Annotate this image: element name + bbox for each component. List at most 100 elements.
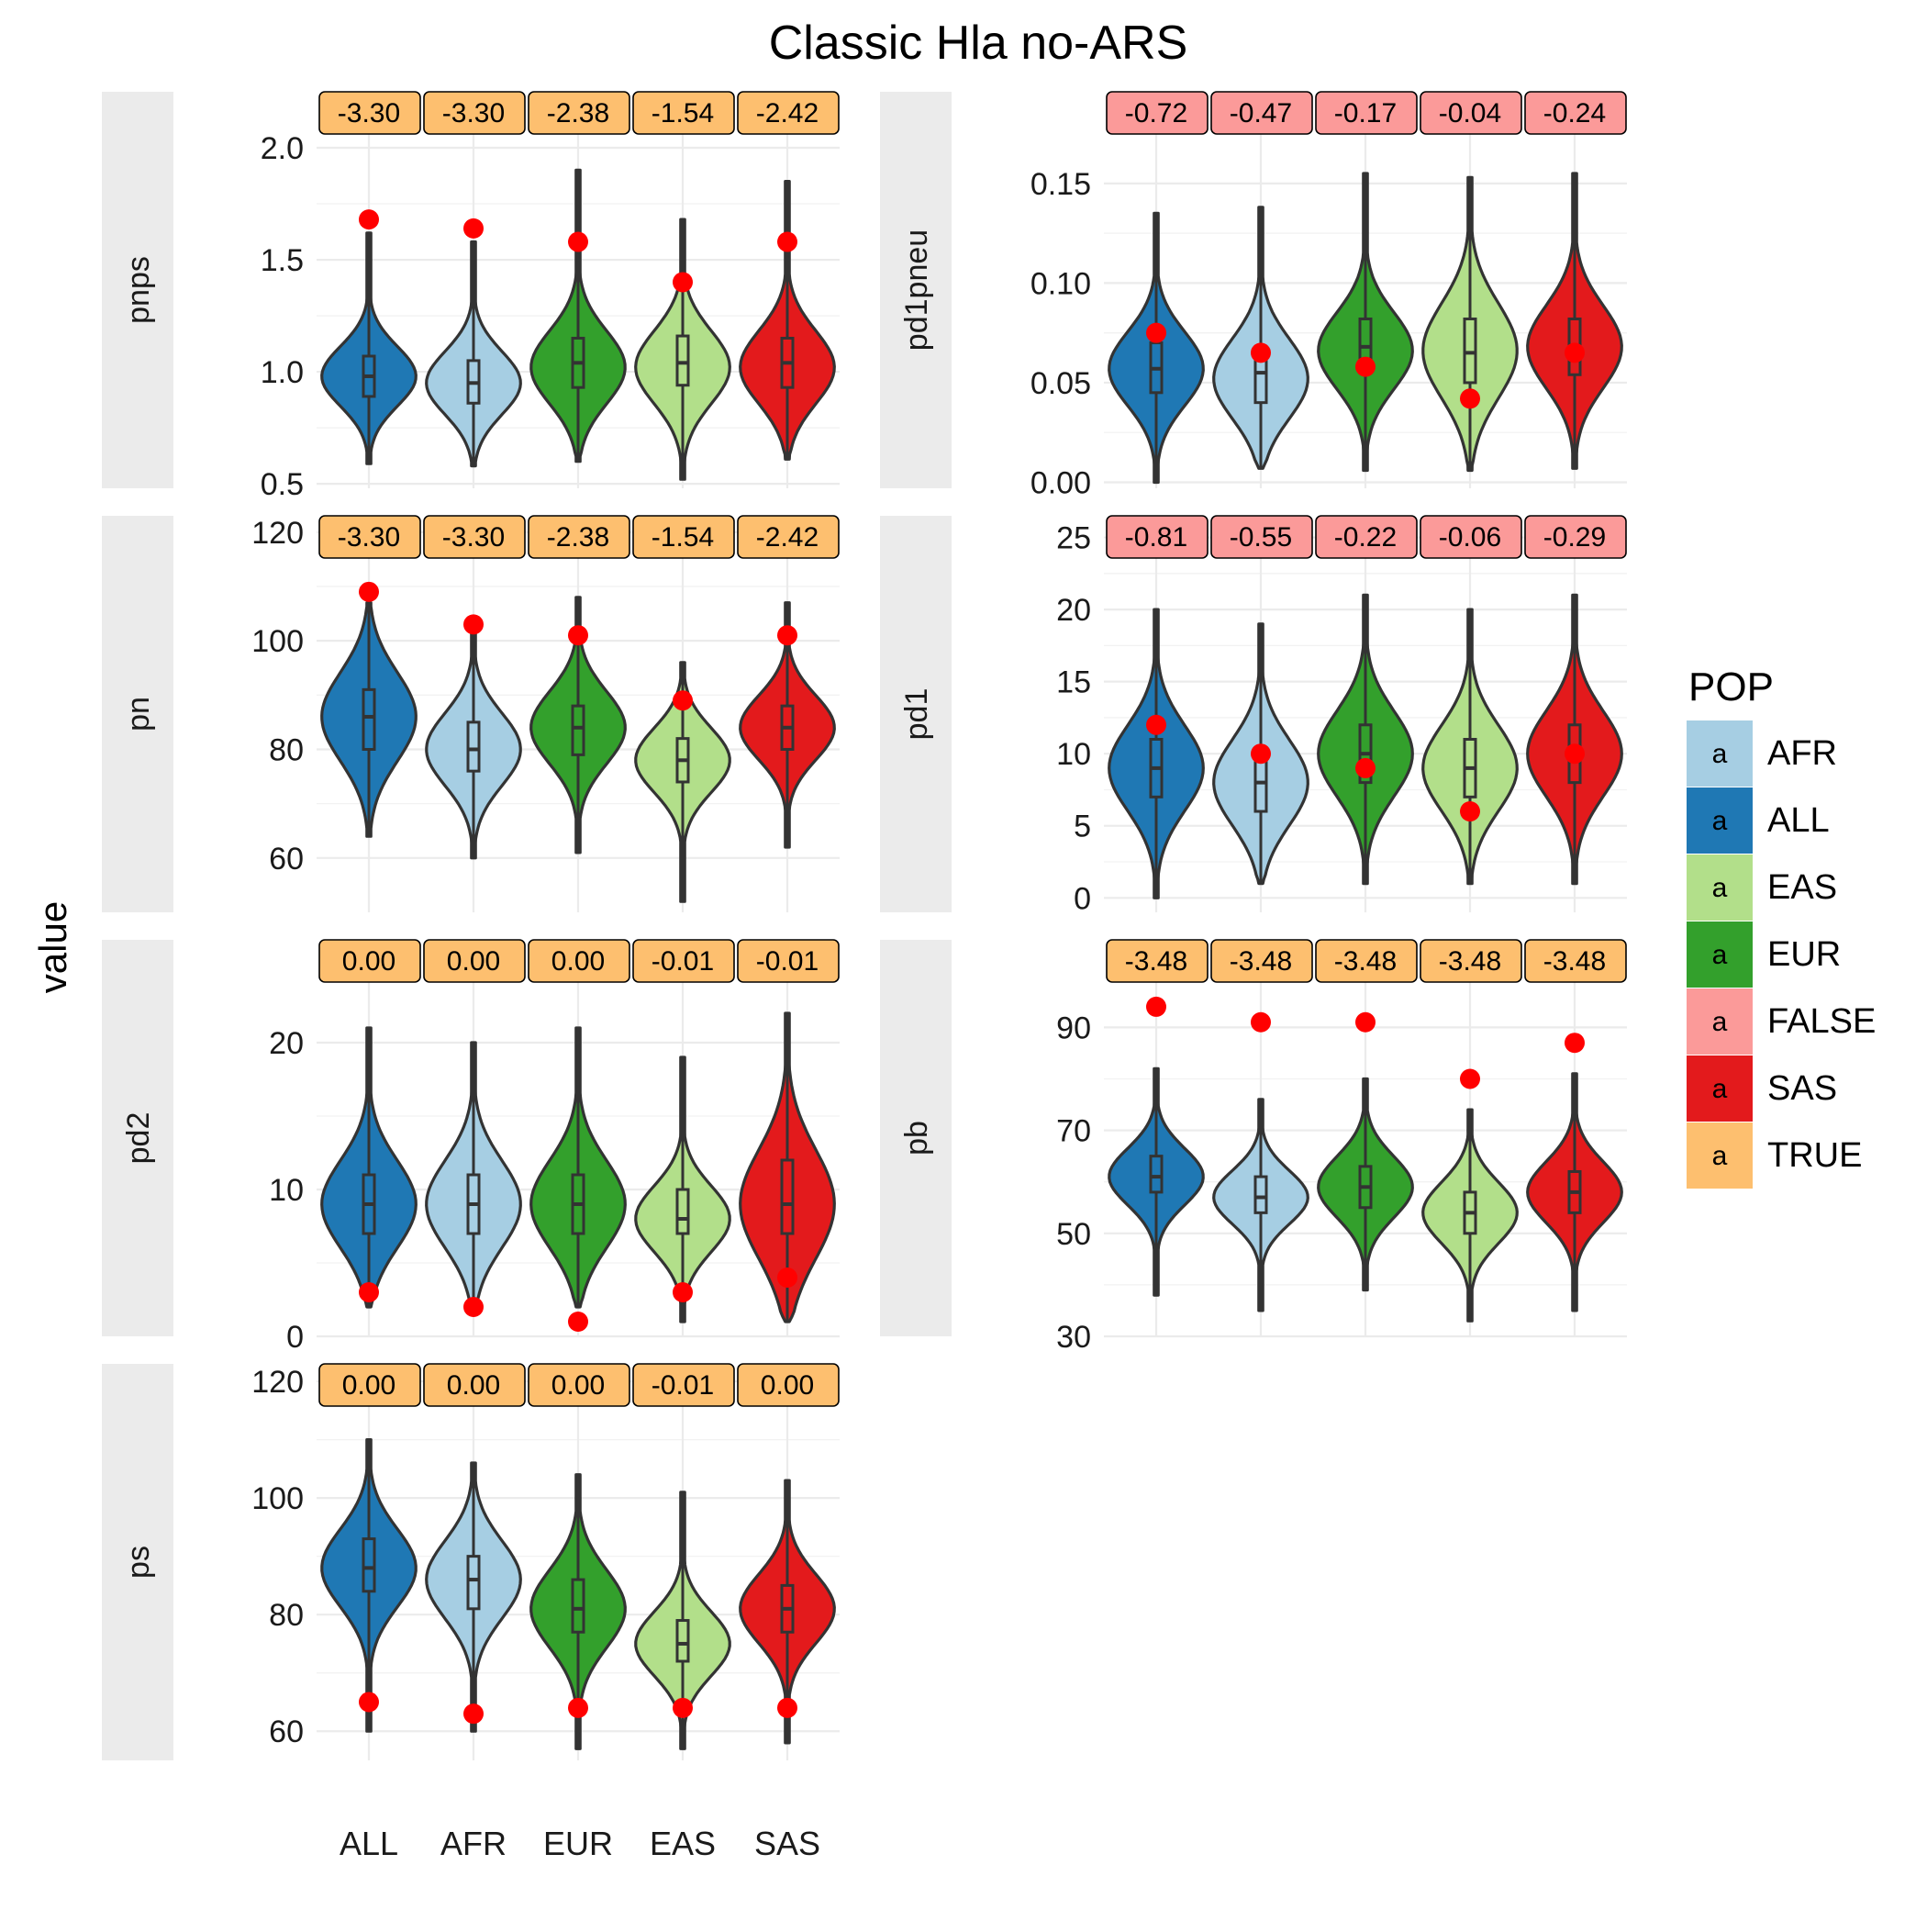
observed-point xyxy=(1460,801,1480,822)
statistic-label-box xyxy=(632,1363,735,1407)
x-tick-label: EAS xyxy=(650,1825,716,1862)
violin-eas xyxy=(634,218,731,481)
y-tick-label: 50 xyxy=(1056,1217,1091,1252)
statistic-label: -1.54 xyxy=(652,522,714,553)
y-tick-label: 90 xyxy=(1056,1011,1091,1045)
observed-point xyxy=(1355,1011,1376,1033)
violin-all xyxy=(1108,211,1205,485)
observed-point xyxy=(568,231,588,252)
statistic-label-box xyxy=(737,515,840,559)
legend-key-glyph: a xyxy=(1712,873,1728,903)
observed-point xyxy=(1251,1011,1271,1033)
statistic-labels: -3.48 -3.48 -3.48 -3.48 -3.48 xyxy=(1106,939,1627,983)
x-tick-label: EUR xyxy=(543,1825,613,1862)
chart-title: Classic Hla no-ARS xyxy=(769,17,1188,70)
statistic-label: 0.00 xyxy=(447,1370,500,1401)
observed-point xyxy=(1460,1068,1480,1089)
statistic-label-box xyxy=(423,939,526,983)
statistic-label-box xyxy=(1315,515,1418,559)
legend-key xyxy=(1687,921,1753,988)
y-tick-label: 2.0 xyxy=(261,131,304,166)
boxplot-box xyxy=(675,1619,690,1663)
statistic-label: -0.01 xyxy=(652,1370,714,1401)
violin-all xyxy=(320,581,418,838)
legend-label: EUR xyxy=(1767,935,1841,974)
facet-strip-label: pd1 xyxy=(899,688,934,741)
y-tick-label: 1.0 xyxy=(261,355,304,390)
legend-key-glyph: a xyxy=(1712,940,1728,970)
statistic-label-box xyxy=(1106,939,1209,983)
statistic-labels: 0.00 0.00 0.00 -0.01 -0.01 xyxy=(318,939,840,983)
statistic-label: -2.38 xyxy=(547,522,609,553)
statistic-label-box xyxy=(318,939,421,983)
observed-point xyxy=(463,614,484,635)
statistic-label: -3.48 xyxy=(1439,946,1501,977)
observed-point xyxy=(463,1297,484,1317)
violin-afr xyxy=(425,218,522,468)
observed-point xyxy=(777,1268,797,1288)
facet-strip-label: pb xyxy=(899,1121,934,1156)
statistic-label-box xyxy=(528,1363,630,1407)
y-tick-label: 25 xyxy=(1056,521,1091,556)
facet-strip xyxy=(880,516,952,912)
statistic-label-box xyxy=(1315,939,1418,983)
y-tick-label: 5 xyxy=(1074,810,1091,844)
observed-point xyxy=(568,1697,588,1718)
y-tick-label: 0 xyxy=(286,1320,304,1355)
boxplot-box xyxy=(780,1158,795,1235)
statistic-label-box xyxy=(1210,939,1313,983)
statistic-label-box xyxy=(632,515,735,559)
statistic-label-box xyxy=(1106,515,1209,559)
observed-point xyxy=(359,209,379,230)
y-tick-label: 0.10 xyxy=(1030,266,1091,301)
violin-eas xyxy=(634,1491,731,1750)
statistic-label-box xyxy=(423,91,526,135)
y-axis-ticks: 60 80 100 120 xyxy=(251,516,304,877)
statistic-label: 0.00 xyxy=(551,1370,605,1401)
statistic-label: -3.48 xyxy=(1125,946,1187,977)
statistic-label-box xyxy=(737,91,840,135)
violin-eas xyxy=(1421,608,1519,886)
violin-sas xyxy=(1526,172,1623,470)
statistic-label: -3.48 xyxy=(1543,946,1606,977)
observed-point xyxy=(359,581,379,602)
violin-eas xyxy=(1421,1068,1519,1323)
violin-sas xyxy=(1526,1033,1623,1312)
violin-eur xyxy=(1317,593,1414,886)
statistic-label-box xyxy=(423,1363,526,1407)
statistic-label-box xyxy=(1524,515,1627,559)
violin-eas xyxy=(634,1055,731,1323)
boxplot-box xyxy=(362,687,376,751)
observed-point xyxy=(463,1703,484,1725)
facet-strip xyxy=(102,92,173,488)
boxplot-box xyxy=(1463,317,1477,385)
y-axis-ticks: 30 50 70 90 xyxy=(1056,1011,1091,1355)
y-tick-label: 100 xyxy=(251,624,304,659)
boxplot-box xyxy=(571,704,585,756)
violin-sas xyxy=(1526,593,1623,886)
legend-title: POP xyxy=(1688,664,1774,709)
violin-sas xyxy=(739,180,836,461)
statistic-labels: -3.30 -3.30 -2.38 -1.54 -2.42 xyxy=(318,515,840,559)
statistic-label-box xyxy=(528,515,630,559)
observed-point xyxy=(673,1282,693,1302)
boxplot-box xyxy=(1253,1175,1268,1214)
statistic-label-box xyxy=(318,91,421,135)
y-tick-label: 0.05 xyxy=(1030,366,1091,401)
statistic-label: 0.00 xyxy=(447,946,500,977)
y-tick-label: 120 xyxy=(251,516,304,551)
legend-key-glyph: a xyxy=(1712,1074,1728,1104)
statistic-label-box xyxy=(1524,91,1627,135)
boxplot-box xyxy=(466,1555,481,1611)
facet-strip-label: pn xyxy=(121,697,156,731)
statistic-label-box xyxy=(1315,91,1418,135)
violin-eur xyxy=(529,1473,627,1750)
y-axis-ticks: 0 10 20 xyxy=(269,1026,304,1355)
y-tick-label: 10 xyxy=(269,1173,304,1208)
y-tick-label: 60 xyxy=(269,842,304,877)
observed-point xyxy=(1251,743,1271,765)
y-tick-label: 30 xyxy=(1056,1320,1091,1355)
